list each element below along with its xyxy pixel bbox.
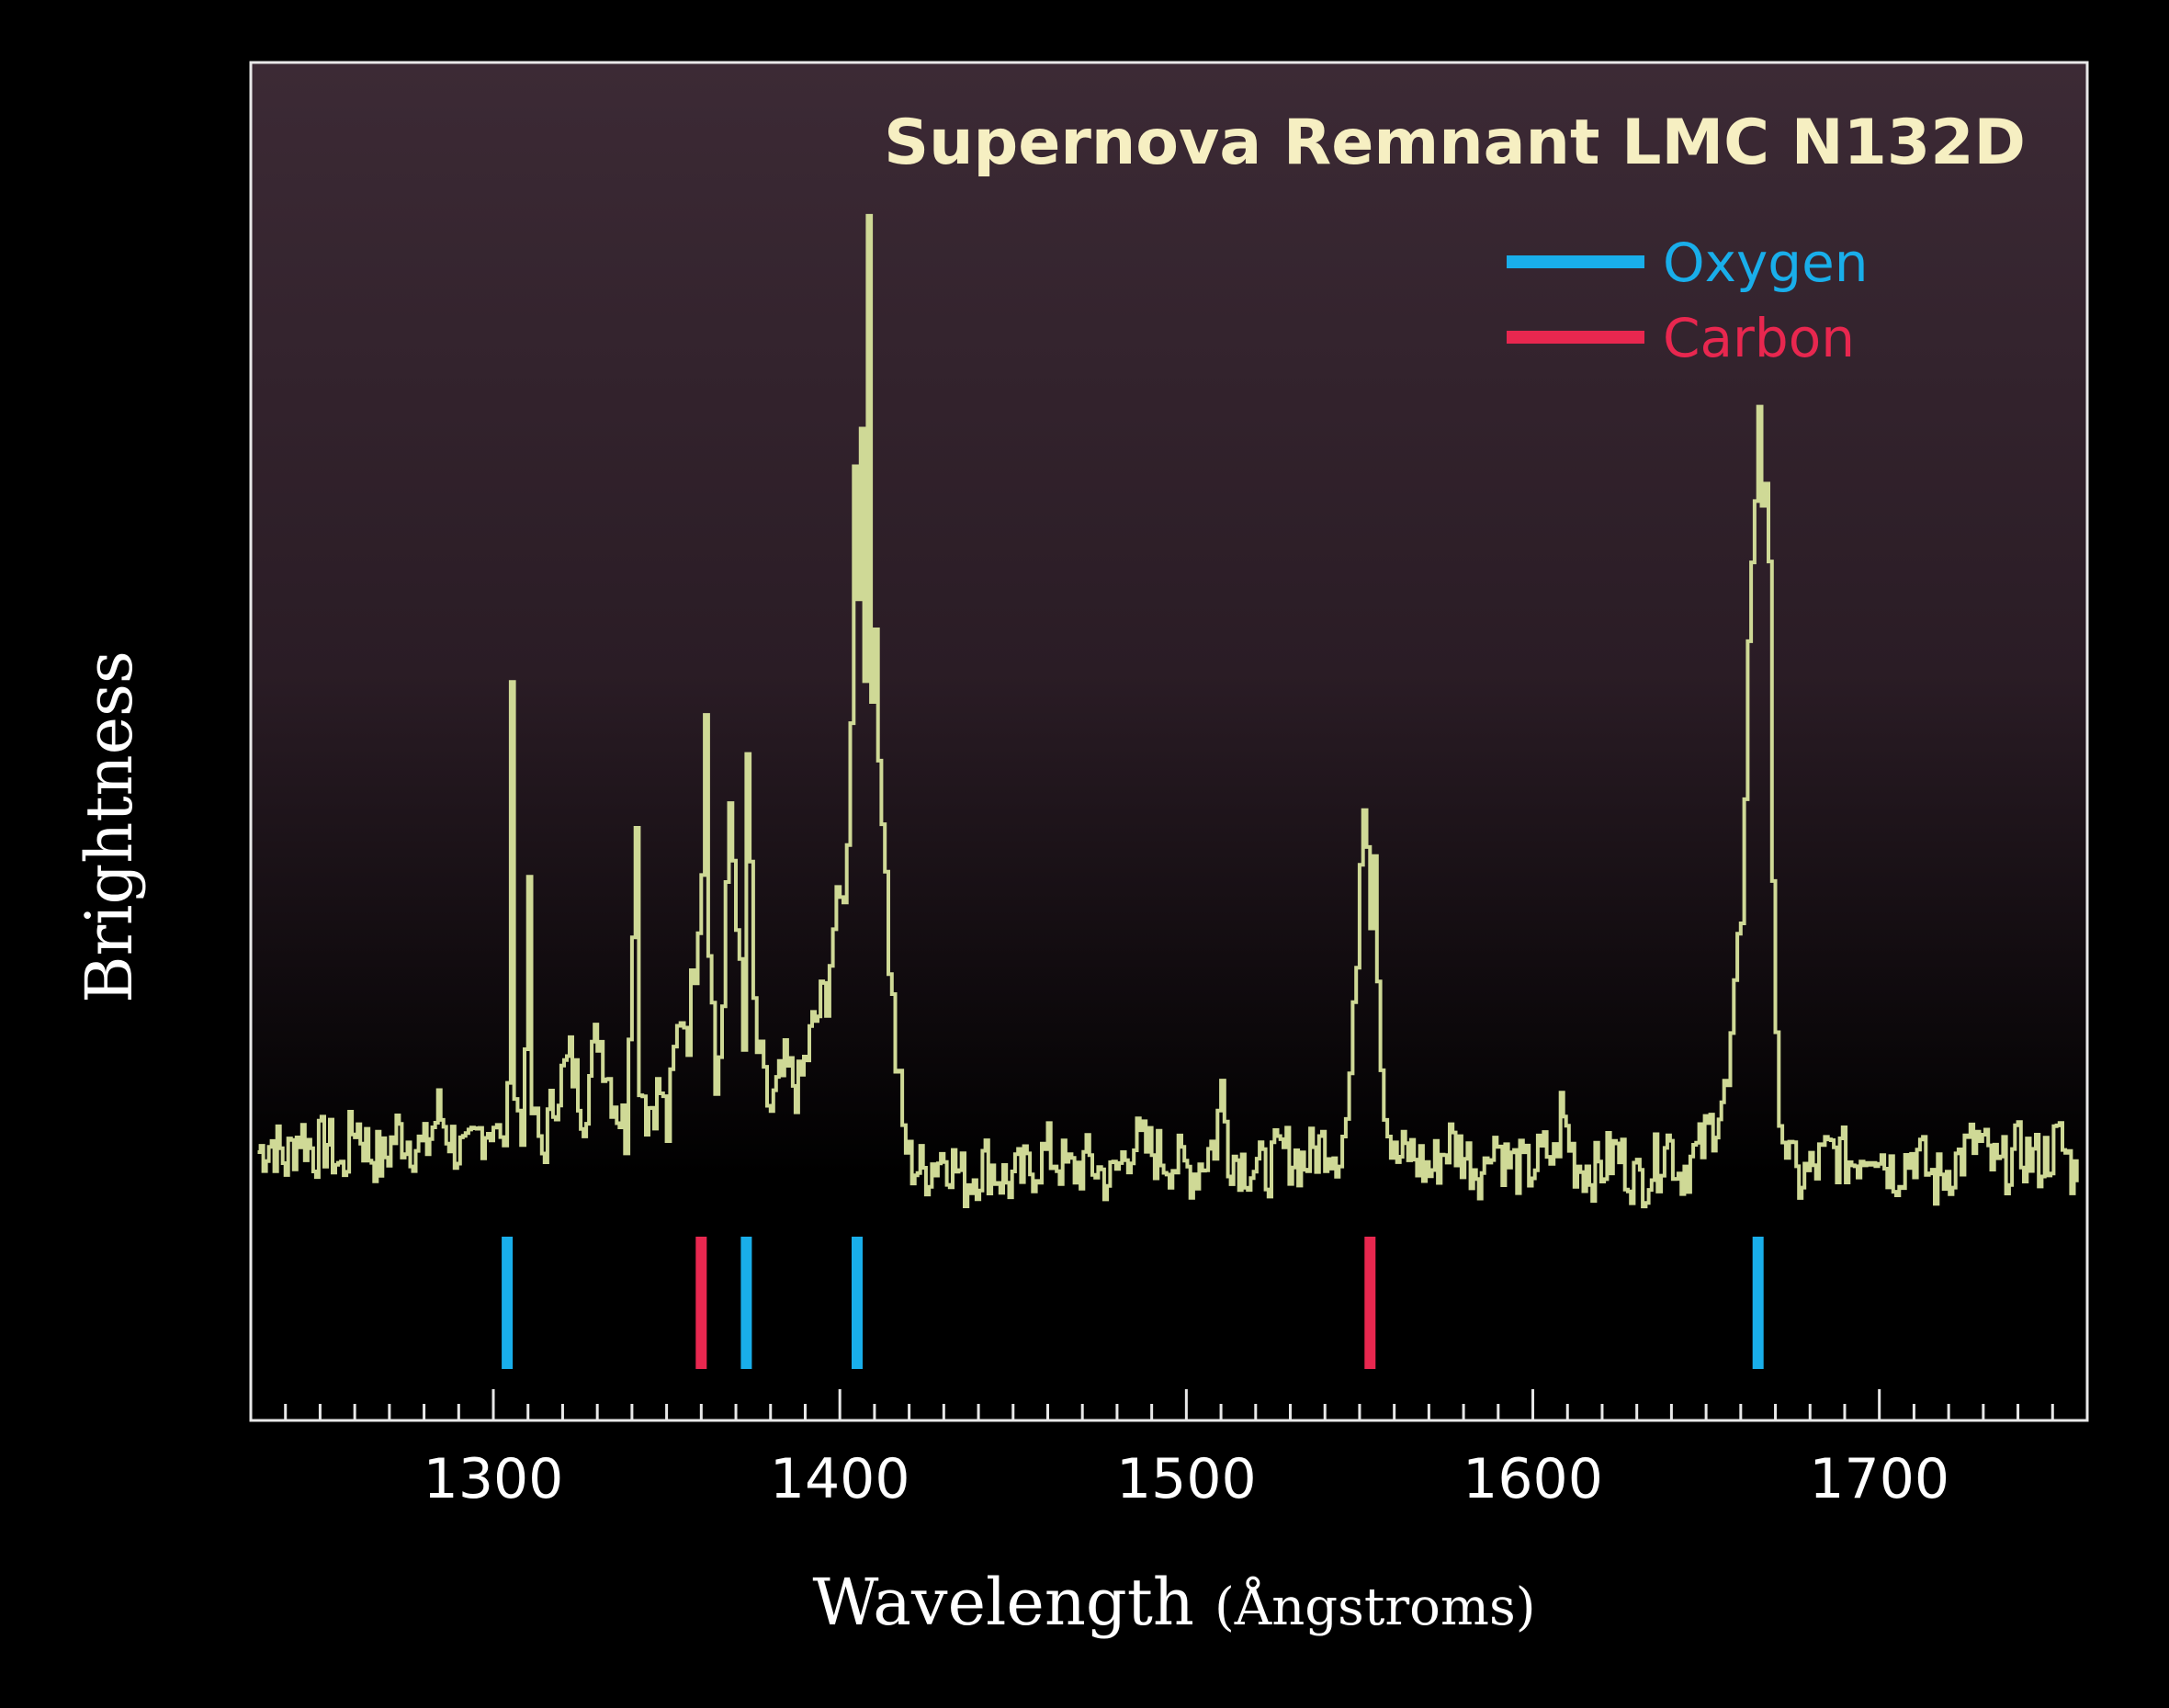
- x-axis-label: Wavelength (Ångstroms): [812, 1565, 1535, 1640]
- line-marker-oxygen: [1752, 1237, 1764, 1369]
- x-tick-label: 1400: [770, 1447, 910, 1511]
- legend-label-oxygen: Oxygen: [1663, 232, 1869, 294]
- legend-label-carbon: Carbon: [1663, 307, 1855, 369]
- line-marker-oxygen: [502, 1237, 514, 1369]
- legend: Oxygen Carbon: [1507, 232, 1869, 369]
- marker-layer: [502, 1237, 1764, 1369]
- x-axis-label-main: Wavelength: [812, 1565, 1194, 1640]
- tick-layer: 1300 1400 1500 1600 1700: [284, 1389, 2089, 1511]
- x-axis-label-unit: (Ångstroms): [1214, 1576, 1536, 1637]
- line-marker-carbon: [695, 1237, 707, 1369]
- y-axis-label: Brightness: [72, 650, 147, 1003]
- chart-title: Supernova Remnant LMC N132D: [884, 107, 2026, 179]
- line-marker-carbon: [1364, 1237, 1376, 1369]
- x-tick-label: 1500: [1116, 1447, 1257, 1511]
- x-tick-label: 1700: [1809, 1447, 1949, 1511]
- spectrum-layer: [257, 213, 2079, 1209]
- spectrum-line: [257, 213, 2079, 1209]
- line-marker-oxygen: [852, 1237, 863, 1369]
- line-marker-oxygen: [740, 1237, 752, 1369]
- plot-background: [251, 62, 2087, 1420]
- x-tick-label: 1300: [424, 1447, 564, 1511]
- x-tick-label: 1600: [1463, 1447, 1603, 1511]
- plot-frame: [249, 61, 2089, 1422]
